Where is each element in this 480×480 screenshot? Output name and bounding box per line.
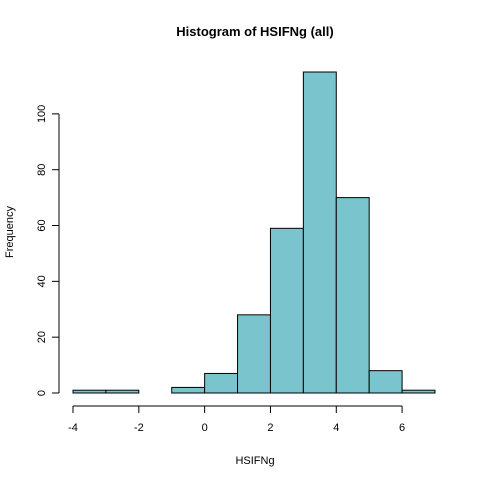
- y-axis: 0 20 40 60 80 100: [36, 105, 60, 396]
- y-tick-label: 0: [36, 390, 48, 396]
- y-tick-label: 60: [36, 219, 48, 231]
- chart-title: Histogram of HSIFNg (all): [176, 24, 333, 39]
- x-tick-label: -4: [68, 422, 78, 434]
- y-axis-label: Frequency: [4, 206, 16, 258]
- histogram-bar: [237, 314, 271, 394]
- histogram-bar: [335, 197, 370, 394]
- y-tick-label: 20: [36, 331, 48, 343]
- histogram-bar: [72, 389, 107, 394]
- x-tick-label: 0: [202, 422, 208, 434]
- x-tick-label: 4: [333, 422, 339, 434]
- x-tick-label: -2: [134, 422, 144, 434]
- y-tick-label: 80: [36, 164, 48, 176]
- y-tick-label: 100: [36, 105, 48, 123]
- histogram-bar: [401, 389, 436, 394]
- x-tick-label: 2: [267, 422, 273, 434]
- histogram-bar: [269, 227, 304, 394]
- x-axis: -4 -2 0 2 4 6: [68, 405, 405, 434]
- bars-group: [72, 71, 436, 394]
- x-tick-label: 6: [399, 422, 405, 434]
- histogram-bar: [368, 370, 403, 394]
- histogram-bar: [171, 386, 206, 394]
- histogram-bar: [105, 389, 140, 394]
- x-axis-label: HSIFNg: [235, 455, 274, 467]
- histogram-bar: [302, 71, 337, 394]
- y-tick-label: 40: [36, 275, 48, 287]
- histogram-bar: [204, 372, 239, 394]
